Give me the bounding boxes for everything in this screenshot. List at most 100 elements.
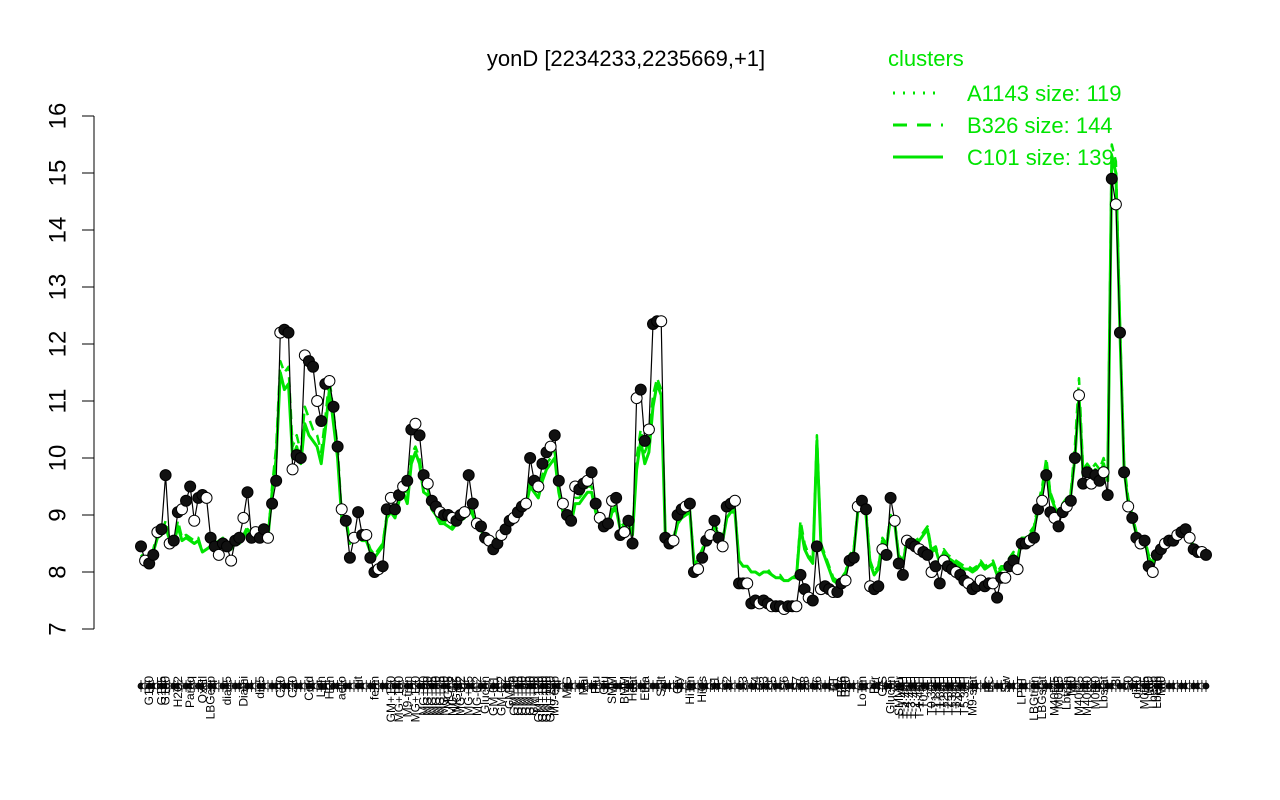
- x-tick-label: MG-0.2: [470, 676, 484, 716]
- data-point: [548, 429, 561, 442]
- data-point: [880, 548, 893, 561]
- data-point: [343, 551, 356, 564]
- data-point: [364, 551, 377, 564]
- data-point: [872, 580, 885, 593]
- chart-title: yonD [2234233,2235669,+1]: [487, 46, 765, 71]
- x-tick-label: T-3.40H: [904, 676, 918, 719]
- data-point: [987, 577, 999, 590]
- data-point: [1040, 469, 1053, 482]
- x-tick-label: C30: [286, 676, 300, 698]
- data-point: [683, 497, 696, 510]
- data-point: [888, 514, 901, 527]
- x-tick-label: Mt0: [1064, 676, 1078, 696]
- data-point: [524, 452, 537, 464]
- data-point: [728, 494, 741, 507]
- x-tick-label: MG+150: [392, 676, 406, 723]
- data-point: [360, 528, 373, 541]
- x-tick-label: GM+5: [503, 676, 517, 709]
- x-tick-label: M40t45: [1072, 676, 1086, 716]
- y-tick-label: 16: [45, 103, 72, 130]
- x-tick-label: S7: [789, 676, 803, 691]
- x-tick-label: Cold: [302, 676, 316, 701]
- x-tick-label: HiTm: [683, 676, 697, 705]
- x-tick-label: Glucon: [884, 676, 898, 714]
- data-point: [806, 594, 819, 607]
- data-point: [286, 463, 299, 476]
- data-point: [892, 557, 905, 570]
- x-tick-label: G135: [154, 676, 168, 706]
- x-tick-label: dia15: [220, 676, 234, 706]
- x-tick-label: nit: [351, 675, 365, 688]
- x-tick-label: Lbtran: [1060, 676, 1074, 710]
- data-point: [884, 491, 897, 504]
- x-tick-label: M0t45: [1138, 676, 1152, 710]
- data-point: [1073, 389, 1086, 402]
- x-tick-label: S0: [1121, 676, 1135, 691]
- data-point: [667, 534, 680, 547]
- x-tick-label: S3: [736, 676, 750, 691]
- x-tick-label: Glu: [597, 676, 611, 695]
- data-point: [458, 506, 471, 519]
- data-point: [413, 429, 426, 442]
- x-tick-label: SMMPr: [892, 676, 906, 716]
- data-point: [323, 375, 336, 388]
- data-point: [135, 540, 147, 553]
- x-tick-label: dia0: [1129, 676, 1143, 699]
- x-tick-label: Etha: [638, 676, 652, 701]
- data-point: [1146, 566, 1159, 578]
- x-tick-label: T3.30H: [949, 676, 963, 715]
- data-point: [692, 563, 705, 576]
- data-point: [1126, 511, 1139, 524]
- x-tick-label: Heat: [626, 675, 640, 701]
- data-point: [1068, 452, 1081, 464]
- x-tick-label: T4.0H: [953, 676, 967, 709]
- x-tick-label: Lbstat: [1097, 675, 1111, 708]
- x-tick-label: GM+180: [540, 676, 554, 723]
- y-tick-label: 7: [45, 622, 72, 635]
- data-point: [335, 503, 348, 516]
- data-point: [237, 511, 250, 524]
- x-tick-label: T2.0H: [937, 676, 951, 709]
- data-point: [1097, 466, 1110, 479]
- data-point: [376, 560, 389, 573]
- x-tick-label: T1.0H: [929, 676, 943, 709]
- data-point: [999, 571, 1012, 584]
- x-tick-label: Fru: [589, 676, 603, 694]
- x-tick-label: H2O2: [171, 676, 185, 708]
- x-tick-label: C90: [273, 676, 287, 698]
- x-tick-label: HiOs: [695, 676, 709, 703]
- x-tick-label: MG-0.2: [445, 676, 459, 716]
- y-tick-label: 15: [45, 160, 72, 187]
- data-point: [270, 474, 283, 487]
- data-point: [622, 514, 635, 527]
- data-points: [135, 172, 1212, 690]
- data-point: [991, 591, 1004, 604]
- data-point: [159, 469, 172, 482]
- x-tick-label: G180: [159, 676, 173, 706]
- x-tick-label: LPh: [314, 676, 328, 697]
- x-tick-label: G/S: [875, 676, 889, 697]
- x-tick-label: M/G: [560, 676, 574, 699]
- data-point: [1183, 531, 1196, 544]
- x-tick-label: T2.30H: [941, 676, 955, 715]
- data-point: [618, 526, 631, 539]
- data-point: [261, 531, 274, 544]
- y-tick-label: 10: [45, 445, 72, 472]
- data-point: [1064, 494, 1077, 507]
- x-tick-label: GM+150: [384, 676, 398, 723]
- data-point: [1118, 466, 1131, 479]
- x-tick-label: S5: [765, 676, 779, 691]
- data-point: [180, 494, 193, 507]
- x-tick-label: Paraq: [183, 676, 197, 708]
- x-tick-label: HPh: [322, 676, 336, 699]
- data-point: [556, 497, 569, 510]
- x-tick-label: LBGstat: [1035, 675, 1049, 719]
- y-tick-label: 8: [45, 565, 72, 578]
- x-tick-label: S6: [777, 676, 791, 691]
- data-point: [1011, 563, 1024, 576]
- data-point: [1036, 494, 1049, 507]
- data-point: [294, 452, 307, 464]
- data-point: [184, 480, 197, 493]
